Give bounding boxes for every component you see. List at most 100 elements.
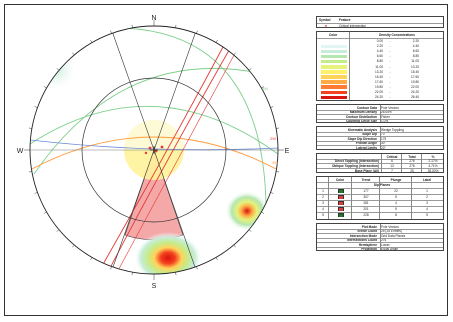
symbol-header: Symbol: [319, 18, 331, 22]
density-row: 13.20 - 15.40: [317, 70, 443, 74]
plot-info-row-label: Intersection Mode: [349, 233, 377, 238]
critical-cell: Base Plane (All): [354, 168, 379, 173]
density-from: 22.00: [375, 90, 383, 94]
density-to: 19.80: [411, 79, 419, 84]
kinematic-properties: Kinematic Analysis Wedge Toppling Slope Di…: [316, 126, 444, 150]
critical-header-row: Critical Total%: [317, 155, 443, 159]
density-row: 0.00 - 2.20: [317, 39, 443, 43]
plot-info-row-label: Vector Count: [357, 229, 377, 233]
plot-info-row: Intersections Count 276: [317, 238, 443, 242]
density-to: 26.40: [411, 95, 419, 100]
sector-line-sw: [111, 149, 155, 271]
density-to: 15.40: [411, 69, 419, 74]
density-dash: -: [389, 69, 391, 74]
sector-line-se: [153, 149, 197, 271]
azimuth-ticks: [24, 20, 284, 280]
kinematic-row-label: Lateral Limits: [356, 145, 377, 150]
plot-info-row-label: Plot Mode: [361, 224, 377, 229]
kinematic-row-value: Wedge Toppling: [381, 127, 404, 132]
density-row: 6.60 - 8.80: [317, 54, 443, 59]
density-dash: -: [389, 44, 391, 49]
plane-red-3: [113, 43, 241, 274]
plane-label-1: 1W: [262, 86, 268, 91]
plane-set-row: 1 177 22 1: [317, 188, 443, 193]
azimuth-tick: [43, 211, 47, 214]
column-divider: [380, 127, 381, 149]
density-swatch: [321, 70, 347, 74]
critical-header: Critical: [386, 154, 398, 159]
property-row-label: Counting Circle Size: [346, 119, 377, 123]
density-swatch: [321, 95, 347, 100]
density-from: 2.20: [376, 44, 383, 49]
plane-label-3: 3W: [272, 160, 278, 165]
set-id: 2: [322, 194, 324, 199]
critical-cell: 276: [409, 159, 415, 163]
critical-row: Direct Toppling (Intersection) 6 276 2.17%: [317, 159, 443, 163]
azimuth-tick: [43, 86, 47, 89]
critical-cell: 276: [409, 163, 415, 168]
plot-info-row-value: Pole Vectors: [381, 224, 399, 229]
plane-green-2: [33, 67, 265, 175]
density-dash: -: [389, 90, 391, 94]
sets-header: Plunge: [390, 177, 402, 182]
west-label: W: [17, 148, 24, 155]
sets-title: Dip Planes: [373, 183, 391, 187]
sets-header: Trend: [361, 177, 371, 182]
critical-cell: 6: [391, 159, 393, 163]
set-id: 4: [322, 206, 324, 211]
property-row-value: Fisher: [381, 114, 390, 119]
set-plunge: 5: [395, 194, 397, 199]
symbol-legend: Symbol Feature ● Critical Intersection: [316, 16, 444, 28]
plane-label-2: 2W: [270, 136, 276, 141]
azimuth-tick: [34, 106, 38, 108]
set-color-swatch: [338, 194, 344, 199]
azimuth-tick: [131, 272, 133, 276]
set-color-swatch: [338, 188, 344, 193]
azimuth-tick: [215, 39, 218, 43]
azimuth-tick: [28, 127, 32, 129]
plane-green-1: [30, 105, 278, 155]
property-row: Contour Distribution Fisher: [317, 115, 443, 119]
density-dash: -: [389, 79, 391, 84]
density-to: 11.00: [411, 59, 419, 64]
stereonet: N S W E 1W 2W 3W: [17, 15, 290, 290]
density-swatch: [321, 80, 347, 84]
azimuth-tick: [270, 192, 274, 194]
density-dash: -: [389, 59, 391, 64]
plot-info-row: Hemisphere Lower: [317, 243, 443, 247]
row-divider: [317, 163, 443, 165]
density-legend: Color Density Concentrations 0.00-2.20 2.…: [316, 31, 444, 101]
plot-info-row-value: Grid Data Planes: [381, 233, 406, 238]
set-plunge: 4: [395, 200, 397, 205]
critical-intersection-label: Critical Intersection: [339, 23, 367, 28]
north-label: N: [151, 15, 156, 22]
contour-properties: Contour Data Pole Vectors Maximum Density 2…: [316, 104, 444, 123]
plot-info-row-value: 25 (25 Entries): [381, 229, 402, 233]
density-dash: -: [389, 49, 391, 54]
south-label: S: [152, 283, 157, 290]
set-trend: 281: [363, 200, 369, 205]
kinematic-row-value: 30°: [381, 141, 386, 146]
critical-cell: 25: [410, 168, 414, 173]
critical-row: Base Plane (All) 7 25 28.00%: [317, 169, 443, 173]
column-divider: [411, 177, 412, 219]
azimuth-tick: [34, 192, 38, 194]
density-to: 4.40: [412, 44, 419, 49]
density-row: 4.40 - 6.60: [317, 49, 443, 54]
set-color-swatch: [338, 212, 344, 217]
property-row-value: 1.0%: [381, 119, 389, 123]
plane-set-row: 3 281 4 3: [317, 200, 443, 205]
plane-set-row: 5 228 8 5: [317, 212, 443, 217]
critical-cell: Oblique Toppling (Intersection): [331, 163, 379, 168]
density-row: 24.20 - 26.40: [317, 95, 443, 100]
critical-header: %: [431, 154, 435, 159]
azimuth-tick: [196, 30, 198, 34]
density-row: 19.80 - 22.00: [317, 85, 443, 89]
critical-header: Total: [408, 154, 416, 159]
plane-green-3: [123, 27, 267, 205]
set-plunge: 5: [395, 206, 397, 211]
sets-header: Label: [422, 177, 432, 182]
plot-info-row: Plot Mode Pole Vectors: [317, 225, 443, 229]
azimuth-tick: [233, 52, 236, 56]
sets-header-row: Color Trend Plunge Label: [317, 178, 443, 182]
